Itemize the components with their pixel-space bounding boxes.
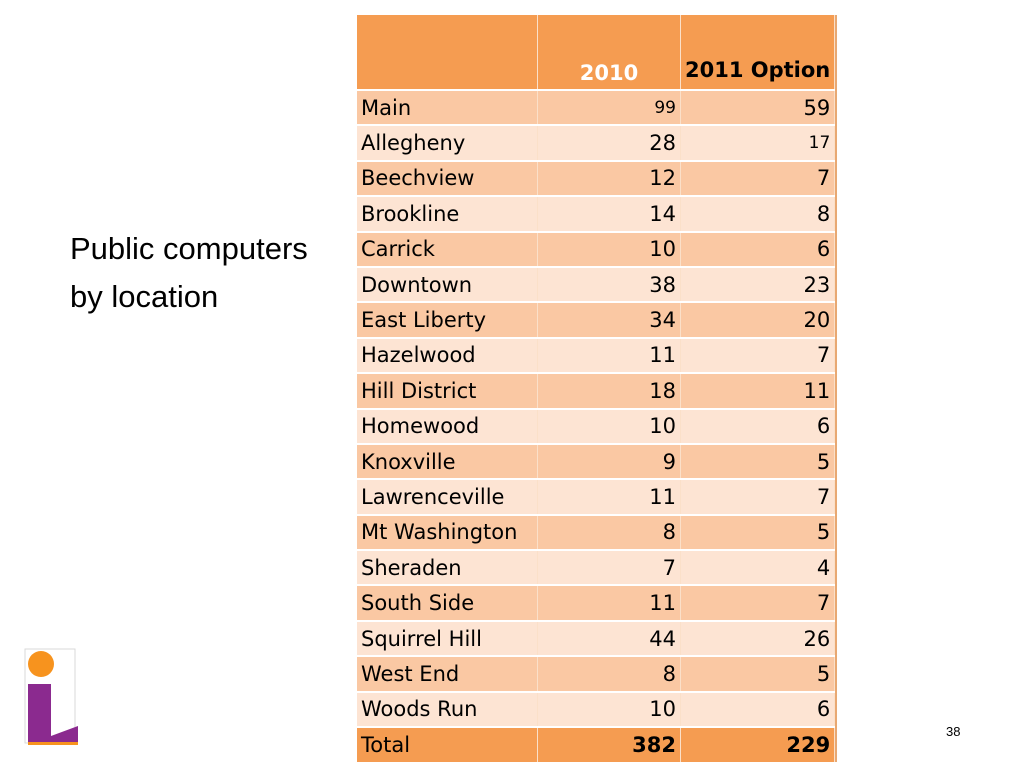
location-cell: Hill District — [357, 372, 538, 409]
table-row: Allegheny 28 17 — [357, 124, 836, 161]
value-2010-cell: 8 — [537, 655, 681, 692]
value-2010-cell: 10 — [537, 230, 681, 267]
location-cell: Knoxville — [357, 442, 538, 480]
table-row: Hill District 18 11 — [357, 372, 836, 409]
value-2011-cell: 4 — [680, 549, 836, 586]
location-cell: Squirrel Hill — [357, 619, 538, 657]
value-2011-cell: 11 — [680, 372, 836, 409]
table-row: Beechview 12 7 — [357, 159, 836, 197]
value-2011-cell: 6 — [680, 230, 836, 267]
table-row: East Liberty 34 20 — [357, 301, 836, 338]
location-cell: Beechview — [357, 159, 538, 197]
table-row: Woods Run 10 6 — [357, 690, 836, 728]
value-2011-cell: 6 — [680, 690, 836, 728]
value-2010-cell: 11 — [537, 336, 681, 374]
table-row: Carrick 10 6 — [357, 230, 836, 267]
table-row: Knoxville 9 5 — [357, 442, 836, 480]
location-cell: West End — [357, 655, 538, 692]
table-body: Main 99 59 Allegheny 28 17 Beechview 12 7 Brookli… — [357, 88, 836, 763]
table-row: Lawrenceville 11 7 — [357, 478, 836, 515]
computers-by-location-table: 2010 2011 Option Main 99 59 Allegheny 28 17 Be… — [357, 15, 836, 763]
value-2011-cell: 7 — [680, 336, 836, 374]
value-2011-cell: 5 — [680, 513, 836, 551]
location-cell: Sheraden — [357, 549, 538, 586]
location-cell: Woods Run — [357, 690, 538, 728]
table-header: 2010 2011 Option — [357, 15, 836, 90]
table-row: Main 99 59 — [357, 88, 836, 126]
header-row: 2010 2011 Option — [357, 15, 836, 90]
location-cell: South Side — [357, 584, 538, 621]
value-2011-cell: 6 — [680, 407, 836, 444]
value-2010-cell: 44 — [537, 619, 681, 657]
page-number: 38 — [946, 724, 961, 739]
location-cell: Brookline — [357, 195, 538, 232]
location-cell: Downtown — [357, 265, 538, 303]
value-2010-cell: 8 — [537, 513, 681, 551]
value-2011-cell: 7 — [680, 478, 836, 515]
value-2010-cell: 7 — [537, 549, 681, 586]
value-2010-cell: 12 — [537, 159, 681, 197]
value-2011-cell: 59 — [680, 88, 836, 126]
header-2010: 2010 — [537, 15, 681, 90]
value-2010-cell: 9 — [537, 442, 681, 480]
header-2011-option: 2011 Option — [680, 15, 836, 90]
value-2010-cell: 10 — [537, 407, 681, 444]
table-row: Mt Washington 8 5 — [357, 513, 836, 551]
table-row: Hazelwood 11 7 — [357, 336, 836, 374]
value-2010-cell: 18 — [537, 372, 681, 409]
library-logo-icon — [24, 648, 78, 745]
table-row: Squirrel Hill 44 26 — [357, 619, 836, 657]
table-row: Brookline 14 8 — [357, 195, 836, 232]
location-cell: East Liberty — [357, 301, 538, 338]
value-2010-cell: 14 — [537, 195, 681, 232]
value-2011-cell: 5 — [680, 655, 836, 692]
table-row: West End 8 5 — [357, 655, 836, 692]
location-cell: Main — [357, 88, 538, 126]
value-2011-cell: 5 — [680, 442, 836, 480]
value-2011-cell: 7 — [680, 584, 836, 621]
value-2011-cell: 17 — [680, 124, 836, 161]
slide-title: Public computers by location — [70, 231, 308, 314]
value-2011-cell: 7 — [680, 159, 836, 197]
location-cell: Lawrenceville — [357, 478, 538, 515]
value-2010-cell: 34 — [537, 301, 681, 338]
value-2011-cell: 26 — [680, 619, 836, 657]
location-cell: Hazelwood — [357, 336, 538, 374]
value-2011-cell: 23 — [680, 265, 836, 303]
location-cell: Homewood — [357, 407, 538, 444]
table-row: Sheraden 7 4 — [357, 549, 836, 586]
location-cell: Allegheny — [357, 124, 538, 161]
table-row: Homewood 10 6 — [357, 407, 836, 444]
value-2011-cell: 20 — [680, 301, 836, 338]
value-2010-cell: 10 — [537, 690, 681, 728]
location-cell: Carrick — [357, 230, 538, 267]
value-2010-cell: 99 — [537, 88, 681, 126]
total-2010-cell: 382 — [537, 726, 681, 763]
total-label-cell: Total — [357, 726, 538, 763]
table-row: South Side 11 7 — [357, 584, 836, 621]
value-2010-cell: 28 — [537, 124, 681, 161]
location-cell: Mt Washington — [357, 513, 538, 551]
table-row: Downtown 38 23 — [357, 265, 836, 303]
value-2010-cell: 11 — [537, 478, 681, 515]
total-row: Total 382 229 — [357, 726, 836, 763]
value-2010-cell: 11 — [537, 584, 681, 621]
computers-table-wrapper: 2010 2011 Option Main 99 59 Allegheny 28 17 Be… — [357, 15, 838, 763]
header-location — [357, 15, 538, 90]
value-2011-cell: 8 — [680, 195, 836, 232]
value-2010-cell: 38 — [537, 265, 681, 303]
total-2011-cell: 229 — [680, 726, 836, 763]
